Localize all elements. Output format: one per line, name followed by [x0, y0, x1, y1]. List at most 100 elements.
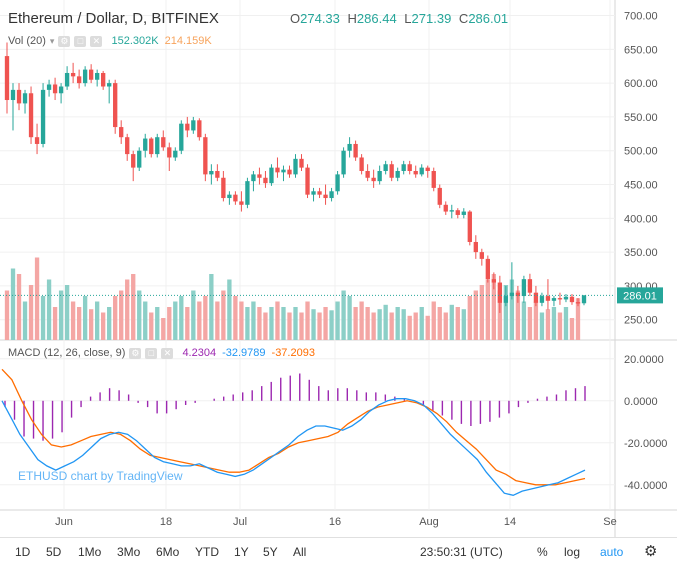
volume-bar [317, 312, 322, 340]
candle-body [539, 296, 545, 303]
volume-bar [257, 307, 262, 340]
volume-bar [527, 307, 533, 340]
volume-bar [149, 312, 154, 340]
volume-bar [70, 301, 76, 340]
timeframe-5d[interactable]: 5D [46, 545, 62, 559]
candle-body [22, 93, 28, 104]
timeframe-5y[interactable]: 5Y [263, 545, 278, 559]
chart-title: Ethereum / Dollar, D, BITFINEX [8, 10, 219, 27]
auto-toggle[interactable]: auto [600, 545, 624, 559]
candle-body [473, 241, 478, 253]
volume-bar [215, 301, 220, 340]
candle-body [425, 167, 430, 171]
candle-body [527, 279, 533, 293]
macd-legend-label: MACD (12, 26, close, 9) [8, 347, 126, 359]
candle-body [413, 171, 418, 175]
volume-bar [251, 301, 256, 340]
settings-icon[interactable]: ⚙ [129, 347, 142, 359]
settings-icon[interactable]: ⚙ [58, 35, 71, 47]
candle-body [299, 158, 304, 168]
candle-body [509, 292, 515, 297]
candle-body [563, 296, 569, 300]
volume-bar [107, 307, 112, 340]
volume-bar [233, 296, 238, 340]
candle-body [365, 171, 370, 178]
candle-body [257, 174, 262, 178]
volume-bar [425, 315, 430, 340]
candle-body [515, 292, 521, 297]
macd-tick-label: -40.0000 [624, 480, 667, 492]
timeframe-ytd[interactable]: YTD [195, 545, 219, 559]
volume-bar [341, 290, 346, 340]
format-icon[interactable]: □ [74, 35, 87, 47]
candle-body [557, 298, 563, 300]
volume-bar [119, 290, 124, 340]
candle-body [197, 120, 202, 138]
candle-body [137, 150, 142, 168]
utc-clock: 23:50:31 (UTC) [420, 545, 503, 559]
close-label: C [458, 11, 469, 26]
timeframe-1y[interactable]: 1Y [234, 545, 249, 559]
volume-bar [347, 296, 352, 340]
volume-bar [521, 301, 527, 340]
volume-bar [167, 307, 172, 340]
volume-bar [239, 301, 244, 340]
watermark[interactable]: ETHUSD chart by TradingView [18, 469, 183, 483]
macd-signal-value: -37.2093 [271, 347, 315, 359]
timeframe-3mo[interactable]: 3Mo [117, 545, 141, 559]
candle-body [269, 167, 274, 184]
candle-body [64, 72, 70, 87]
price-tick-label: 700.00 [624, 11, 658, 23]
volume-bar [551, 307, 557, 340]
volume-bar [437, 307, 442, 340]
volume-bar [94, 301, 100, 340]
volume-bar [431, 301, 436, 340]
log-toggle[interactable]: log [564, 545, 581, 559]
candle-body [88, 69, 94, 80]
timeframe-1d[interactable]: 1D [15, 545, 31, 559]
candle-body [167, 147, 172, 158]
candle-body [389, 164, 394, 178]
macd-legend[interactable]: MACD (12, 26, close, 9) ⚙ □ ✕ 4.2304 -32.978… [8, 347, 315, 359]
volume-bar [353, 307, 358, 340]
volume-bar [209, 274, 214, 340]
volume-bar [113, 296, 118, 340]
volume-bar [125, 279, 130, 340]
candle-body [323, 194, 328, 199]
volume-bar [401, 309, 406, 340]
candle-body [395, 171, 400, 178]
macd-hist-value: 4.2304 [182, 347, 217, 359]
price-tick-label: 600.00 [624, 78, 658, 90]
volume-bar [479, 285, 484, 340]
candle-body [533, 292, 539, 303]
timeframe-1mo[interactable]: 1Mo [78, 545, 102, 559]
candle-body [581, 295, 587, 304]
format-icon[interactable]: □ [145, 347, 158, 359]
price-tick-label: 350.00 [624, 247, 658, 259]
volume-ma-value: 214.159K [164, 35, 212, 47]
timeframe-6mo[interactable]: 6Mo [156, 545, 180, 559]
candle-body [185, 123, 190, 131]
candle-body [101, 72, 106, 87]
percent-toggle[interactable]: % [537, 545, 548, 559]
close-icon[interactable]: ✕ [90, 35, 103, 47]
volume-bar [515, 290, 521, 340]
candle-body [431, 171, 436, 188]
candle-body [107, 83, 112, 87]
volume-legend[interactable]: Vol (20) ▾ ⚙ □ ✕ 152.302K 214.159K [8, 35, 212, 47]
gear-icon[interactable]: ⚙ [644, 543, 658, 560]
last-price-value: 286.01 [623, 290, 657, 302]
volume-bar [575, 298, 581, 340]
candle-body [455, 210, 460, 215]
close-icon[interactable]: ✕ [161, 347, 174, 359]
candle-body [443, 204, 448, 212]
candle-body [383, 164, 388, 171]
volume-bar [64, 285, 70, 340]
volume-bar [311, 309, 316, 340]
volume-legend-label: Vol (20) [8, 35, 46, 47]
timeframe-all[interactable]: All [293, 545, 307, 559]
volume-bar [28, 285, 34, 340]
chevron-down-icon[interactable]: ▾ [49, 36, 55, 46]
volume-bar [58, 290, 64, 340]
volume-bar [365, 307, 370, 340]
